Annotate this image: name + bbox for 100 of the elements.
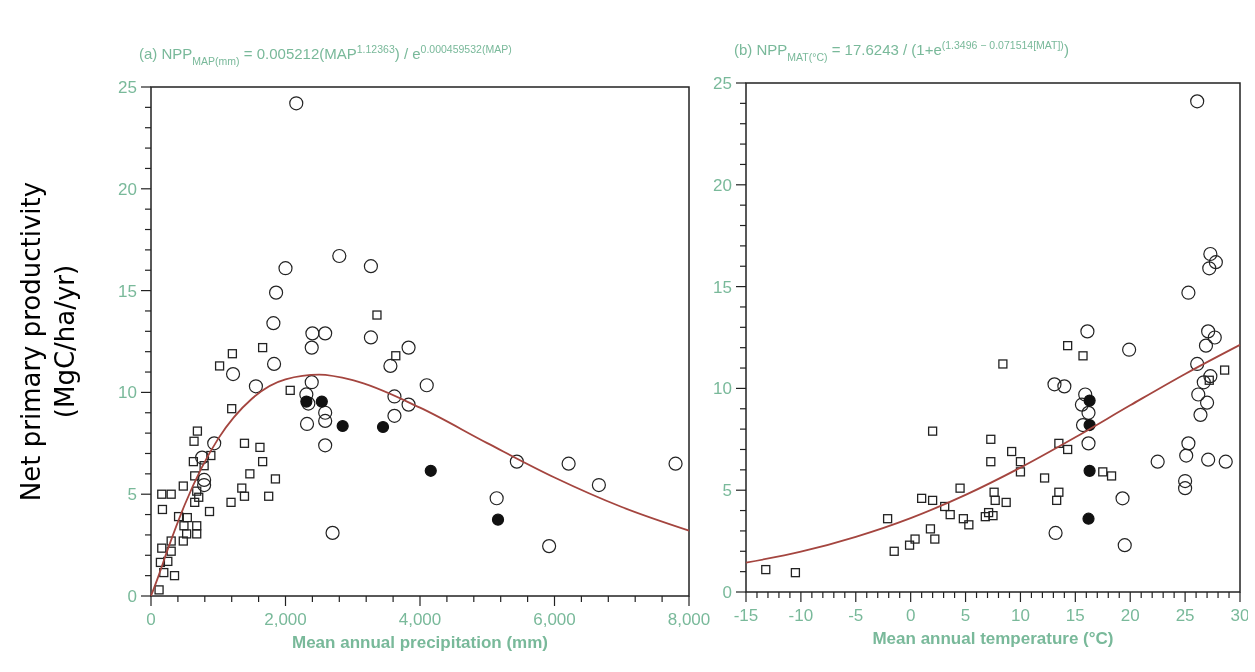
point [491,513,505,526]
point [194,492,204,502]
point [419,378,434,393]
point [1190,356,1205,372]
point [332,248,347,264]
point [304,375,319,390]
point [363,259,379,274]
y-tick-label: 0 [127,587,137,606]
point [986,434,996,444]
point [325,525,340,540]
point [188,456,199,467]
point [916,493,927,503]
y-tick-label: 15 [118,281,137,301]
point [1052,495,1062,506]
point [927,426,938,436]
point [1054,438,1064,449]
point [1098,467,1108,477]
point [207,436,222,451]
point [1054,487,1064,497]
y-tick-label: 25 [713,74,732,93]
point [889,546,899,556]
point [376,420,390,434]
point [882,514,893,524]
point [197,472,212,488]
point [1078,351,1088,361]
point [1203,369,1218,384]
point [237,483,247,493]
point [318,413,333,428]
x-tick-label: 20 [1120,606,1140,625]
point [1199,395,1215,410]
point [387,408,402,423]
point [1083,394,1096,407]
point [257,342,268,353]
point [1015,467,1026,477]
point [1039,473,1050,483]
point [268,285,284,300]
point [166,546,176,556]
point [761,564,771,575]
point [998,359,1008,369]
point [1178,481,1193,496]
x-tick-label: 10 [1010,606,1030,625]
point [1178,473,1193,489]
point [964,520,974,530]
point [190,497,200,507]
point [157,543,167,553]
point [1081,405,1096,420]
point [192,486,202,496]
point [318,326,333,341]
chart-title: (a) NPP$_{MAP(mm)}$ = 0.005212(MAP$^{1.12363}$) / e$^{0.000459532(MAP)}$ [139,43,512,67]
point [315,395,328,408]
point [255,442,265,453]
chart-title: (b) NPP$_{MAT(°C)}$ = 17.6243 / (1+e$^{(1.3496 − 0.071514[MAT])}$) [734,39,1069,63]
y-tick-label: 20 [713,175,732,195]
point [173,511,184,522]
x-tick-label: 15 [1065,606,1085,625]
point [1201,324,1216,339]
point [278,261,293,276]
x-tick-label: 0 [146,610,156,629]
y-tick-label: 20 [118,179,137,199]
point [904,540,915,550]
point [1190,94,1205,109]
point [401,397,416,412]
point [1122,342,1137,357]
point [1048,525,1063,541]
point [1198,338,1214,353]
point [192,521,202,531]
line-series [150,373,690,597]
x-tick-label: -5 [848,606,864,625]
point [383,358,398,374]
point [945,509,955,520]
point [1080,324,1095,339]
point [1106,471,1117,481]
line-series [745,343,1241,564]
point [1179,448,1194,463]
point [790,568,801,578]
point [1181,285,1196,300]
point [1218,454,1233,469]
point [257,456,268,467]
point [561,456,576,471]
point [1208,255,1223,270]
point [1196,375,1211,390]
x-tick-label: 25 [1175,606,1195,625]
x-tick-label: 8,000 [667,610,711,629]
point [927,495,938,506]
x-tick-label: -10 [788,606,814,625]
point [1007,446,1017,457]
x-tick-label: -15 [733,606,759,625]
point [958,514,969,524]
point [1207,330,1222,345]
point [195,450,210,465]
point [204,506,215,517]
point [401,340,416,355]
point [169,570,180,581]
point [166,536,176,546]
point [227,404,237,414]
point [591,477,606,493]
y-tick-label: 5 [127,485,137,505]
point [1150,454,1165,469]
point [266,316,281,331]
point [181,529,192,539]
